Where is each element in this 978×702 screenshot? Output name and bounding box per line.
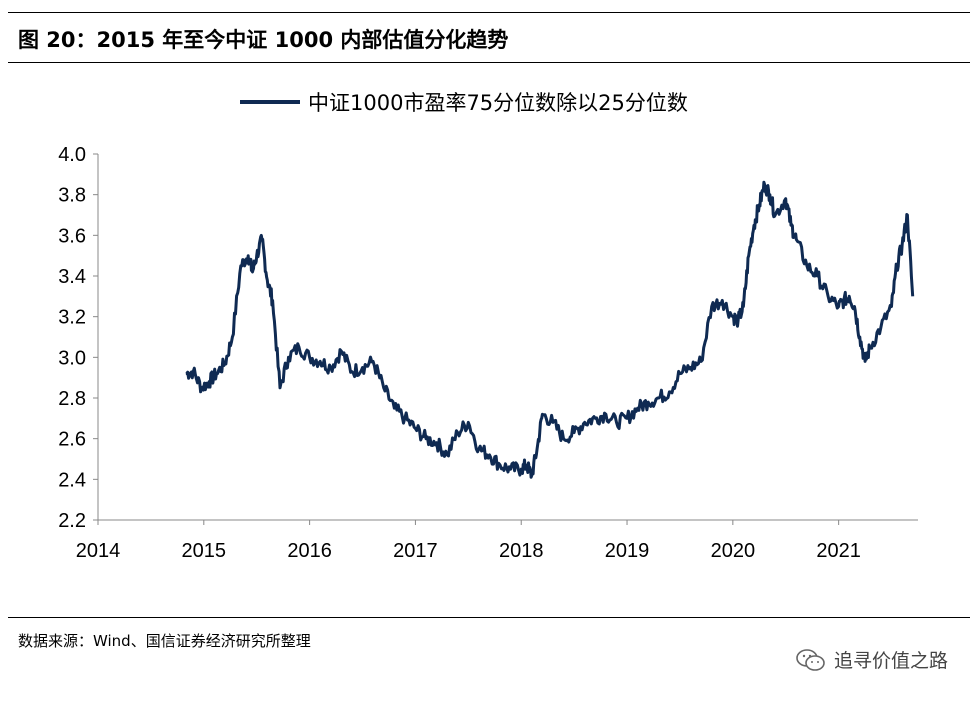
footer-rule <box>8 617 970 618</box>
y-tick-label: 3.8 <box>58 185 86 207</box>
x-tick-label: 2014 <box>76 540 121 562</box>
title-bar: 图 20：2015 年至今中证 1000 内部估值分化趋势 <box>8 14 970 60</box>
y-tick-label: 3.0 <box>58 347 86 369</box>
x-tick-label: 2018 <box>499 540 544 562</box>
y-tick-label: 2.2 <box>58 510 86 532</box>
x-tick-label: 2021 <box>816 540 861 562</box>
figure-title: 图 20：2015 年至今中证 1000 内部估值分化趋势 <box>18 28 509 52</box>
y-tick-label: 3.4 <box>58 266 86 288</box>
y-tick-label: 2.4 <box>58 469 86 491</box>
chart: 2.2 2.4 2.6 2.8 3.0 3.2 3.4 3.6 3.8 4.0 2014 2015 20… <box>58 91 918 562</box>
y-tick-label: 3.6 <box>58 225 86 247</box>
x-tick-label: 2015 <box>182 540 227 562</box>
y-tick-label: 2.6 <box>58 429 86 451</box>
x-tick-label: 2016 <box>287 540 332 562</box>
wechat-icon <box>796 648 825 671</box>
series-line <box>185 180 915 479</box>
data-source: 数据来源：Wind、国信证券经济研究所整理 <box>18 632 311 650</box>
y-tick-label: 4.0 <box>58 144 86 166</box>
y-tick-label: 3.2 <box>58 307 86 329</box>
watermark-text: 追寻价值之路 <box>833 650 948 672</box>
title-rule <box>8 62 970 63</box>
watermark: 追寻价值之路 <box>796 646 948 673</box>
top-rule <box>8 12 970 13</box>
x-tick-label: 2017 <box>393 540 438 562</box>
legend-label: 中证1000市盈率75分位数除以25分位数 <box>308 91 688 115</box>
x-tick-label: 2020 <box>711 540 756 562</box>
y-tick-label: 2.8 <box>58 388 86 410</box>
x-tick-label: 2019 <box>605 540 650 562</box>
